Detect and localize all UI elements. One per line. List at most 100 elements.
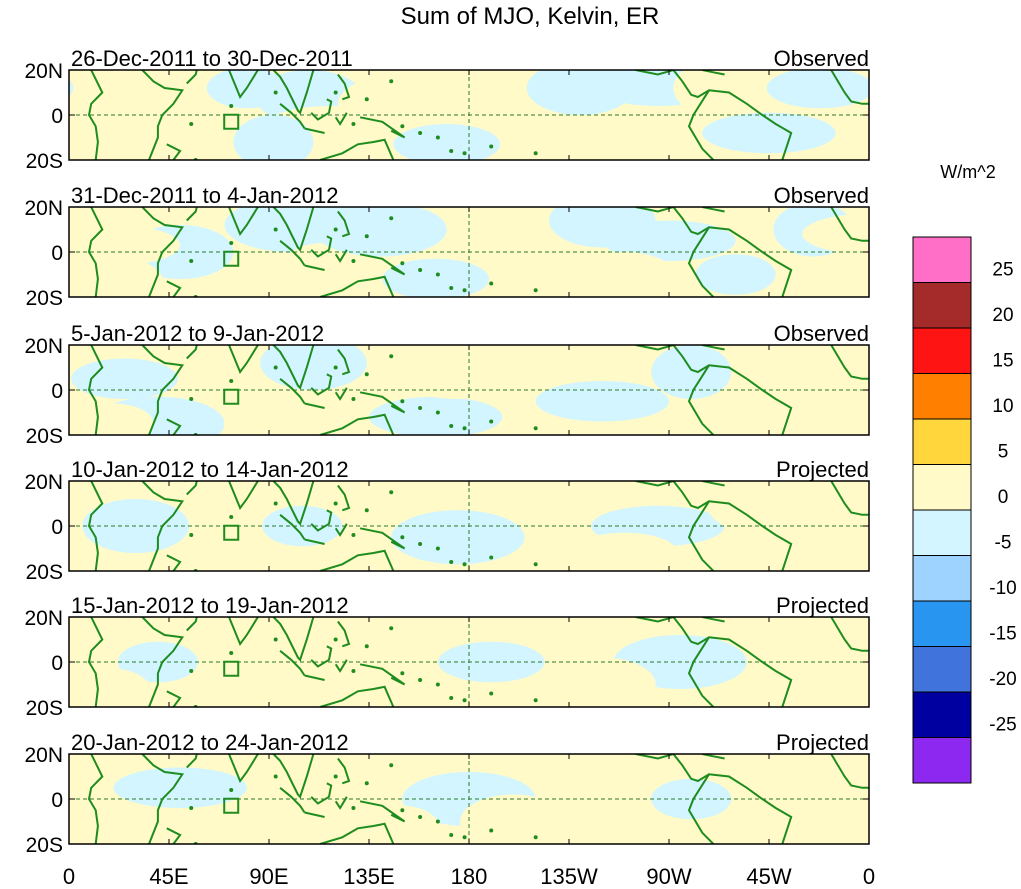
lat-tick-label: 20N	[24, 197, 63, 220]
colorbar-label: 20	[992, 305, 1013, 326]
colorbar: W/m^2 25 20 15 10 5 0 -5 -10 -15 -20 -25	[912, 162, 1017, 784]
anomaly-center	[69, 70, 869, 109]
panel-period: 31-Dec-2011 to 4-Jan-2012	[71, 183, 338, 208]
coastlines	[87, 345, 869, 435]
lat-tick-label: 0	[51, 652, 63, 675]
colorbar-swatch	[912, 646, 972, 693]
panel-status: Projected	[776, 593, 869, 618]
anomaly-field	[69, 617, 869, 707]
lon-tick-label: 0	[863, 864, 875, 889]
anomaly-center	[460, 794, 567, 844]
anomaly-center	[117, 641, 198, 683]
anomaly-center	[391, 510, 525, 565]
anomaly-center	[73, 668, 154, 707]
lon-tick-label: 0	[63, 864, 75, 889]
panel-2: 20N 0 20S 31-Dec-2011 to 4-Jan-2012 Observed	[24, 183, 870, 310]
anomaly-center	[69, 345, 869, 384]
anomaly-center	[706, 481, 787, 531]
coastlines	[87, 617, 869, 707]
lon-tick-label: 135W	[540, 864, 598, 889]
anomaly-center	[113, 767, 247, 808]
panel-status: Projected	[776, 730, 869, 755]
panel-status: Observed	[774, 321, 869, 346]
anomaly-center	[571, 532, 678, 571]
anomaly-center	[313, 207, 447, 257]
anomaly-center	[695, 254, 776, 295]
colorbar-swatch	[912, 236, 972, 283]
anomaly-center	[233, 115, 314, 160]
panel-status: Projected	[776, 457, 869, 482]
lat-tick-label: 0	[51, 242, 63, 265]
colorbar-swatch	[912, 418, 972, 465]
colorbar-swatch	[912, 327, 972, 374]
panel-period: 5-Jan-2012 to 9-Jan-2012	[71, 321, 324, 346]
coastlines	[87, 207, 869, 297]
colorbar-swatch	[912, 600, 972, 647]
panel-6: 20N 0 20S 20-Jan-2012 to 24-Jan-2012 Project…	[24, 730, 870, 857]
anomaly-center	[449, 481, 556, 515]
anomaly-center	[502, 617, 636, 649]
lat-tick-label: 20S	[26, 425, 63, 448]
anomaly-center	[535, 381, 669, 422]
anomaly-center	[706, 396, 787, 435]
lon-tick-label: 45E	[149, 864, 188, 889]
lat-tick-label: 0	[51, 380, 63, 403]
colorbar-swatch	[912, 555, 972, 602]
anomaly-center	[584, 110, 665, 160]
colorbar-swatch	[912, 464, 972, 511]
anomaly-center	[651, 778, 732, 820]
panels: 20N 0 20S 26-Dec-2011 to 30-Dec-2011 Observe…	[24, 46, 870, 857]
panel-3: 20N 0 20S 5-Jan-2012 to 9-Jan-2012 Observed	[24, 321, 870, 448]
panel-period: 20-Jan-2012 to 24-Jan-2012	[71, 730, 349, 755]
lat-tick-label: 20N	[24, 471, 63, 494]
lat-tick-label: 20S	[26, 697, 63, 720]
panel-status: Observed	[774, 46, 869, 71]
colorbar-label: 5	[998, 442, 1009, 463]
reference-box	[223, 388, 240, 405]
anomaly-center	[106, 70, 241, 124]
lat-tick-label: 20N	[24, 335, 63, 358]
colorbar-label: 25	[992, 260, 1013, 281]
colorbar-swatch	[912, 373, 972, 420]
lon-tick-label: 45W	[746, 864, 791, 889]
anomaly-field	[69, 207, 869, 297]
coastlines	[87, 754, 869, 844]
anomaly-center	[382, 258, 489, 297]
panel-1: 20N 0 20S 26-Dec-2011 to 30-Dec-2011 Observe…	[24, 46, 870, 173]
anomaly-center	[362, 805, 443, 844]
panel-period: 26-Dec-2011 to 30-Dec-2011	[71, 46, 353, 71]
colorbar-swatch	[912, 509, 972, 556]
colorbar-label: -5	[995, 533, 1012, 554]
anomaly-center	[84, 258, 165, 297]
lat-tick-label: 0	[51, 105, 63, 128]
lat-tick-label: 20S	[26, 150, 63, 173]
coastlines	[87, 70, 869, 160]
anomaly-center	[393, 124, 501, 160]
anomaly-center	[157, 812, 292, 844]
anomaly-center	[529, 754, 609, 793]
anomaly-center	[715, 754, 823, 793]
reference-box	[223, 797, 240, 814]
anomaly-center	[462, 70, 543, 109]
anomaly-field	[69, 70, 869, 160]
colorbar-label: -15	[989, 624, 1016, 645]
colorbar-label: -25	[989, 715, 1016, 736]
anomaly-center	[335, 668, 469, 707]
panel-4: 20N 0 20S 10-Jan-2012 to 14-Jan-2012 Project…	[24, 457, 870, 584]
reference-box	[223, 113, 240, 130]
lat-tick-label: 20S	[26, 287, 63, 310]
colorbar-label: 0	[998, 487, 1009, 508]
panel-status: Observed	[774, 183, 869, 208]
coastlines	[87, 481, 869, 571]
lat-tick-label: 20N	[24, 607, 63, 630]
anomaly-center	[202, 363, 283, 404]
panel-period: 10-Jan-2012 to 14-Jan-2012	[71, 457, 349, 482]
anomaly-center	[549, 657, 656, 707]
anomaly-center	[651, 345, 732, 399]
lon-tick-label: 90W	[646, 864, 691, 889]
lat-tick-label: 20S	[26, 561, 63, 584]
colorbar-label: -20	[989, 669, 1016, 690]
lat-tick-label: 20N	[24, 60, 63, 83]
lon-tick-label: 90E	[249, 864, 288, 889]
